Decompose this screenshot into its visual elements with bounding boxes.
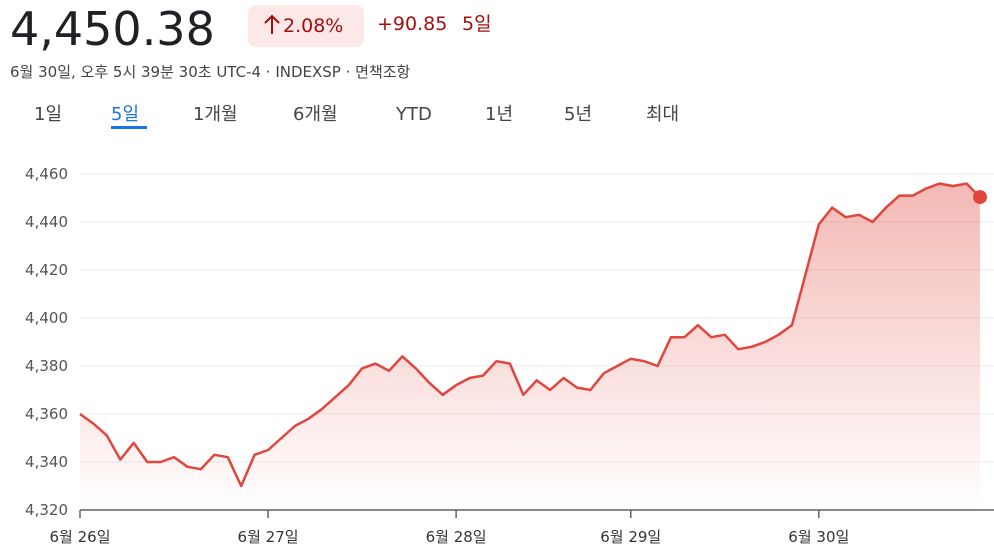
y-tick-label: 4,360 xyxy=(25,405,68,423)
subtitle: 6월 30일, 오후 5시 39분 30초 UTC-4 · INDEXSP · … xyxy=(10,63,411,81)
range-tab[interactable]: 1년 xyxy=(485,104,513,125)
y-tick-label: 4,380 xyxy=(25,357,68,375)
y-tick-label: 4,400 xyxy=(25,309,68,327)
range-tab[interactable]: 1개월 xyxy=(193,104,238,125)
y-tick-label: 4,460 xyxy=(25,165,68,183)
area-fill xyxy=(80,183,980,510)
price-line xyxy=(79,182,981,488)
y-tick-label: 4,440 xyxy=(25,213,68,231)
x-tick-label: 6월 29일 xyxy=(600,528,661,546)
range-tab[interactable]: 최대 xyxy=(646,104,679,125)
active-tab-underline xyxy=(111,126,147,129)
range-tab[interactable]: 6개월 xyxy=(293,104,338,125)
x-tick-label: 6월 27일 xyxy=(238,528,299,546)
change-period: 5일 xyxy=(462,13,492,35)
y-tick-label: 4,340 xyxy=(25,453,68,471)
change-badge xyxy=(248,5,364,47)
x-tick-label: 6월 26일 xyxy=(50,528,111,546)
chart: 4,320 4,340 4,360 4,380 4,400 4,420 4,440 4,460… xyxy=(25,165,994,546)
range-tab[interactable]: 5일 xyxy=(111,104,139,125)
x-tick-label: 6월 30일 xyxy=(788,528,849,546)
last-point xyxy=(973,190,987,205)
change-percent: 2.08% xyxy=(283,15,343,37)
y-tick-label: 4,320 xyxy=(25,501,68,519)
range-tab[interactable]: 5년 xyxy=(564,104,592,125)
price: 4,450.38 xyxy=(10,2,215,56)
range-tab[interactable]: YTD xyxy=(395,104,432,125)
y-tick-label: 4,420 xyxy=(25,261,68,279)
change-value: +90.85 xyxy=(377,13,447,35)
tab-bar: 1일 5일 1개월 6개월 YTD 1년 5년 최대 xyxy=(34,104,679,125)
range-tab[interactable]: 1일 xyxy=(34,104,62,125)
x-tick-label: 6월 28일 xyxy=(426,528,487,546)
up-arrow-icon xyxy=(264,14,280,34)
